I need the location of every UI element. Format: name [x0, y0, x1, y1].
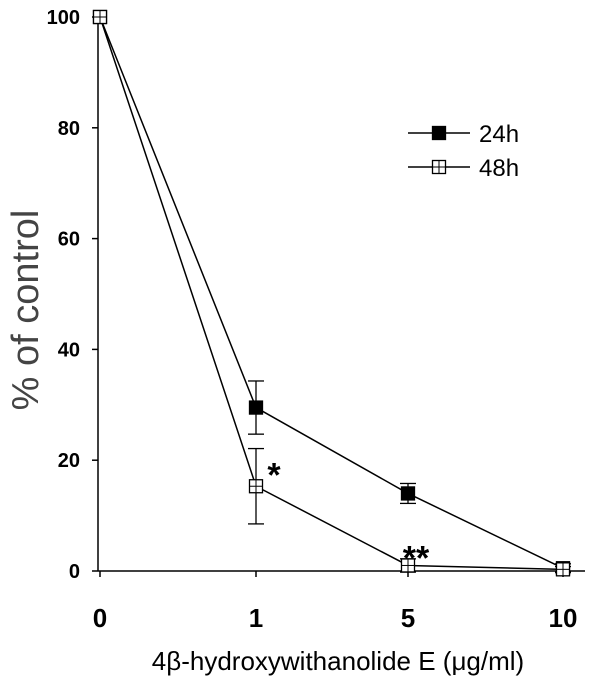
significance-marker: **: [403, 540, 430, 578]
legend-marker: [431, 125, 447, 141]
data-point-48h: [248, 479, 264, 494]
axes: 0 20 40 60 80 100 0 1 5 10: [47, 7, 585, 633]
legend-marker: [431, 159, 447, 175]
significance-marker: *: [267, 457, 281, 495]
data-point-24h-box: [400, 486, 416, 501]
series-layer: [92, 9, 571, 577]
y-tick-label: 100: [47, 7, 80, 29]
x-tick-label: 5: [401, 603, 415, 633]
legend-item-48h: 48h: [408, 155, 519, 182]
data-point-48h: [92, 9, 108, 25]
data-point-24h: [400, 486, 416, 501]
series-line-48h: [99, 16, 564, 571]
y-tick-label: 0: [69, 561, 80, 583]
y-axis-title: % of control: [5, 210, 47, 411]
legend-marker-box: [431, 125, 447, 141]
x-axis-title: 4β-hydroxywithanolide E (μg/ml): [152, 646, 524, 676]
legend-item-24h: 24h: [408, 121, 519, 148]
data-point-48h: [400, 558, 416, 573]
x-tick-label: 0: [93, 603, 107, 633]
x-tick-label: 1: [249, 603, 263, 633]
data-point-24h: [248, 400, 264, 415]
y-tick-label: 20: [58, 450, 80, 472]
series-line-24h: [99, 16, 564, 569]
data-point-24h-box: [248, 400, 264, 415]
x-tick-label: 10: [549, 603, 578, 633]
y-tick-label: 40: [58, 339, 80, 361]
legend-label: 48h: [479, 155, 519, 182]
series-48h: [92, 9, 571, 577]
y-tick-label: 60: [58, 229, 80, 251]
legend-label: 24h: [479, 121, 519, 148]
series-24h: [92, 9, 571, 576]
annotation-layer: ***: [267, 457, 430, 578]
y-tick-label: 80: [58, 118, 80, 140]
data-point-48h: [555, 562, 571, 577]
